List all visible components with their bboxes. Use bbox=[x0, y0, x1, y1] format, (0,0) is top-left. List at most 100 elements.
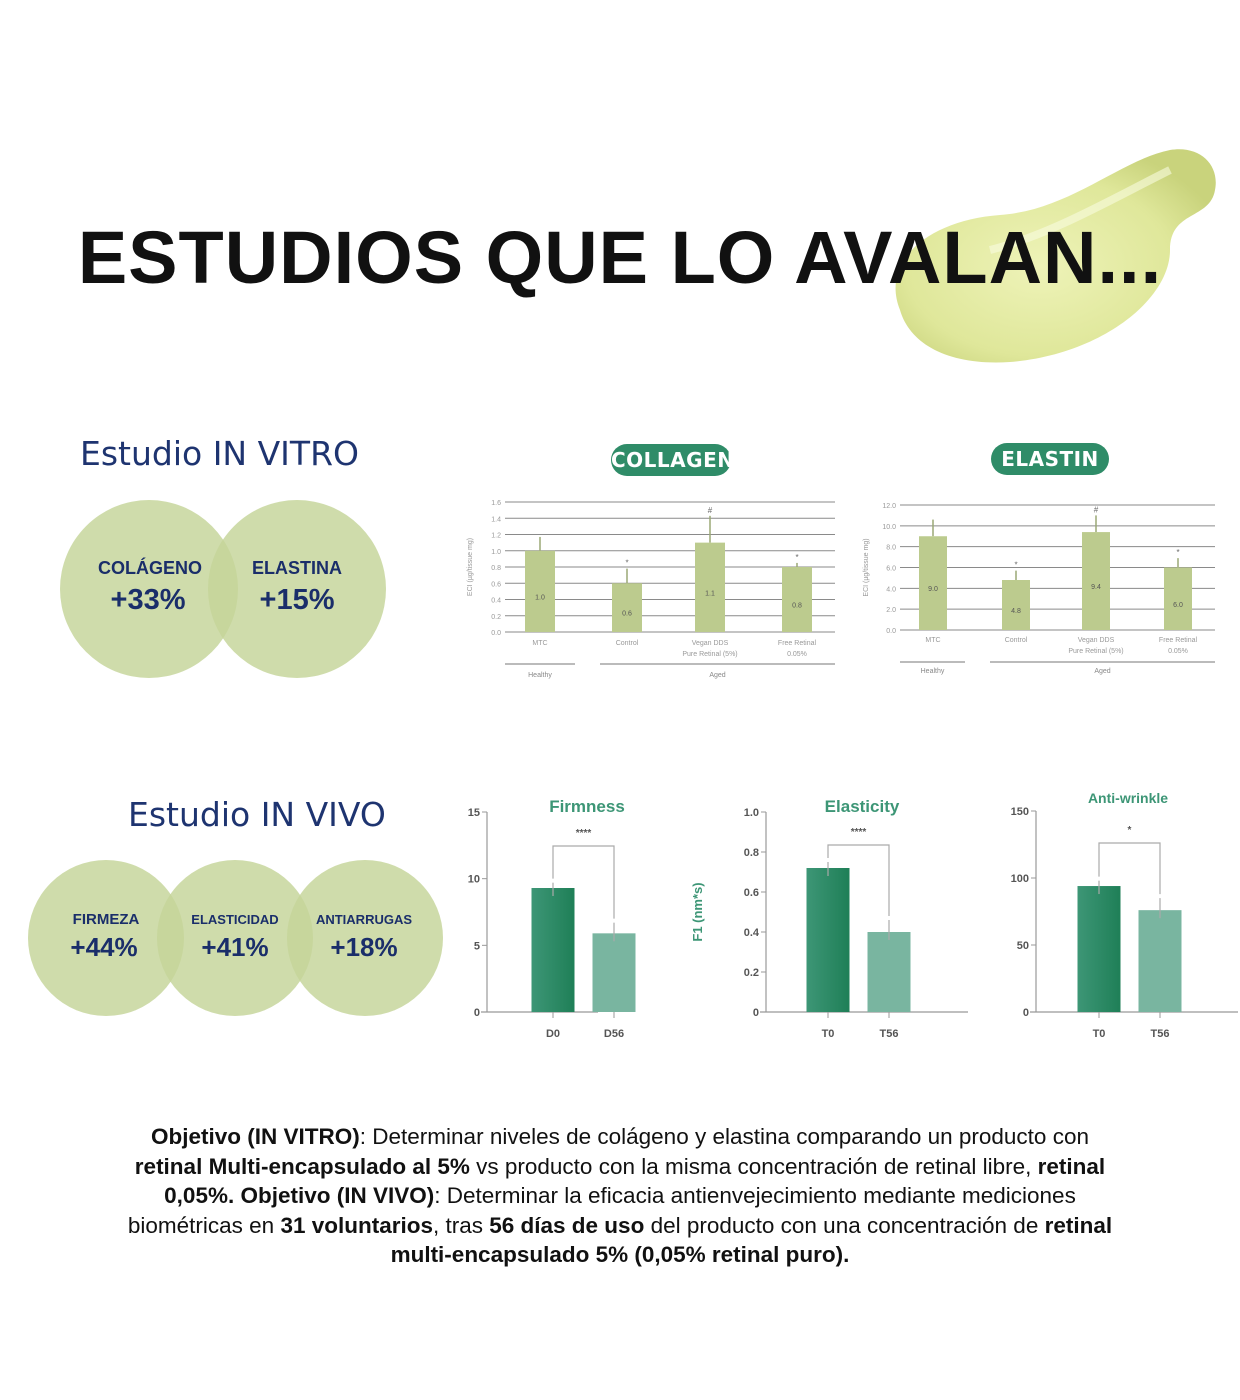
chart-title: Firmness bbox=[549, 797, 625, 816]
y-tick-label: 10.0 bbox=[882, 524, 896, 531]
y-tick-label: 12.0 bbox=[882, 503, 896, 510]
significance-marker: **** bbox=[851, 827, 867, 838]
text: biométricas en bbox=[127, 1212, 281, 1238]
collagen-value: +33% bbox=[110, 584, 186, 616]
elastin-chart-title: ELASTIN bbox=[991, 443, 1109, 475]
text: , tras bbox=[432, 1212, 490, 1238]
bar-value-label: 1.0 bbox=[535, 594, 545, 601]
antiwrinkle-label: ANTIARRUGAS bbox=[315, 912, 413, 927]
y-axis-label: ECI (µg/tissue mg) bbox=[863, 538, 870, 596]
elastin-label: ELASTINA bbox=[252, 558, 342, 578]
bar bbox=[525, 550, 555, 632]
elasticity-label: ELASTICIDAD bbox=[191, 912, 279, 927]
y-tick-label: 8.0 bbox=[886, 545, 896, 552]
chart-title: Anti-wrinkle bbox=[1088, 790, 1168, 806]
x-tick-label: Free Retinal bbox=[778, 640, 817, 647]
objective-line: 0,05%. Objetivo (IN VIVO): Determinar la… bbox=[10, 1181, 1230, 1211]
x-tick-label: T56 bbox=[880, 1028, 899, 1040]
cream-swatch-image bbox=[895, 149, 1216, 363]
y-tick-label: 0.6 bbox=[744, 887, 759, 899]
x-tick-label: T0 bbox=[1093, 1028, 1106, 1040]
y-tick-label: 0.2 bbox=[491, 614, 501, 621]
bar-value-label: 6.0 bbox=[1173, 602, 1183, 609]
x-tick-label: 0.05% bbox=[787, 651, 807, 658]
bold-text: Objetivo (IN VITRO) bbox=[151, 1124, 360, 1149]
significance-marker: # bbox=[1094, 505, 1099, 514]
y-axis-label: ECI (µg/tissue mg) bbox=[467, 538, 474, 596]
bar bbox=[1164, 567, 1192, 630]
bar bbox=[782, 567, 812, 632]
significance-marker: **** bbox=[576, 828, 592, 839]
page-title: ESTUDIOS QUE LO AVALAN... bbox=[77, 216, 1163, 299]
bold-text: 0,05%. Objetivo (IN VIVO) bbox=[164, 1183, 435, 1208]
collagen-chart-title: COLLAGEN bbox=[611, 444, 734, 476]
y-tick-label: 150 bbox=[1011, 806, 1029, 818]
bar-value-label: 0.6 bbox=[622, 611, 632, 618]
group-label: Aged bbox=[709, 672, 725, 679]
y-tick-label: 0 bbox=[1023, 1007, 1029, 1019]
y-tick-label: 1.2 bbox=[491, 533, 501, 540]
group-label: Healthy bbox=[921, 668, 945, 675]
text: del producto con una concentración de bbox=[644, 1212, 1045, 1238]
x-tick-label: 0.05% bbox=[1168, 648, 1188, 655]
x-tick-label: T56 bbox=[1151, 1028, 1170, 1040]
y-tick-label: 0.0 bbox=[491, 630, 501, 637]
y-tick-label: 6.0 bbox=[886, 566, 896, 573]
y-tick-label: 0.0 bbox=[886, 628, 896, 635]
objective-line: multi-encapsulado 5% (0,05% retinal puro… bbox=[10, 1240, 1230, 1270]
y-tick-label: 0 bbox=[474, 1007, 480, 1019]
bar bbox=[695, 542, 725, 632]
x-tick-label: T0 bbox=[822, 1028, 835, 1040]
significance-marker: * bbox=[795, 553, 798, 562]
x-tick-label: D0 bbox=[546, 1028, 560, 1040]
bold-text: multi-encapsulado 5% (0,05% retinal puro… bbox=[390, 1242, 850, 1267]
chart-title: Elasticity bbox=[825, 797, 900, 816]
x-tick-label: D56 bbox=[604, 1028, 624, 1040]
x-tick-label: Free Retinal bbox=[1159, 637, 1198, 644]
y-tick-label: 0.8 bbox=[744, 847, 759, 859]
collagen-label: COLÁGENO bbox=[97, 558, 203, 578]
y-tick-label: 15 bbox=[468, 807, 480, 819]
x-tick-label: MTC bbox=[532, 640, 547, 647]
objective-line: biométricas en 31 voluntarios, tras 56 d… bbox=[10, 1211, 1230, 1241]
x-tick-label: Vegan DDS bbox=[1078, 637, 1115, 644]
bar bbox=[1082, 532, 1110, 630]
bar-value-label: 4.8 bbox=[1011, 608, 1021, 615]
bold-text: retinal Multi-encapsulado al 5% bbox=[134, 1153, 470, 1179]
bar bbox=[806, 868, 850, 1012]
bar-value-label: 1.1 bbox=[705, 590, 715, 597]
significance-bracket bbox=[552, 845, 615, 919]
bar-value-label: 9.0 bbox=[928, 586, 938, 593]
y-tick-label: 1.0 bbox=[744, 807, 759, 819]
x-tick-label: Vegan DDS bbox=[692, 640, 729, 647]
y-tick-label: 0.8 bbox=[491, 565, 501, 572]
antiwrinkle-value: +18% bbox=[330, 932, 398, 962]
objective-text: Objetivo (IN VITRO): Determinar niveles … bbox=[10, 1122, 1230, 1270]
x-tick-label: Pure Retinal (5%) bbox=[1068, 648, 1123, 655]
firmness-label: FIRMEZA bbox=[72, 911, 140, 928]
objective-line: retinal Multi-encapsulado al 5% vs produ… bbox=[10, 1152, 1230, 1182]
y-tick-label: 0 bbox=[753, 1007, 759, 1019]
bold-text: 31 voluntarios bbox=[280, 1212, 433, 1238]
bar bbox=[531, 888, 575, 1012]
bold-text: retinal bbox=[1044, 1212, 1113, 1238]
significance-marker: # bbox=[708, 506, 713, 515]
elastin-value: +15% bbox=[259, 584, 335, 616]
significance-bracket bbox=[1098, 842, 1161, 895]
y-tick-label: 1.0 bbox=[491, 549, 501, 556]
bar-value-label: 0.8 bbox=[792, 603, 802, 610]
bar bbox=[1077, 886, 1121, 1012]
bar bbox=[919, 536, 947, 630]
y-tick-label: 0.2 bbox=[744, 967, 759, 979]
firmness-value: +44% bbox=[70, 932, 138, 962]
text: : Determinar la eficacia antienvejecimie… bbox=[434, 1183, 1076, 1208]
y-tick-label: 100 bbox=[1011, 873, 1029, 885]
y-tick-label: 0.4 bbox=[491, 598, 501, 605]
antiwrinkle-circle bbox=[287, 860, 443, 1016]
significance-bracket bbox=[827, 844, 890, 916]
significance-marker: * bbox=[625, 559, 628, 568]
in-vivo-heading: Estudio IN VIVO bbox=[128, 795, 386, 834]
text: vs producto con la misma concentración d… bbox=[469, 1153, 1038, 1179]
y-tick-label: 0.6 bbox=[491, 581, 501, 588]
